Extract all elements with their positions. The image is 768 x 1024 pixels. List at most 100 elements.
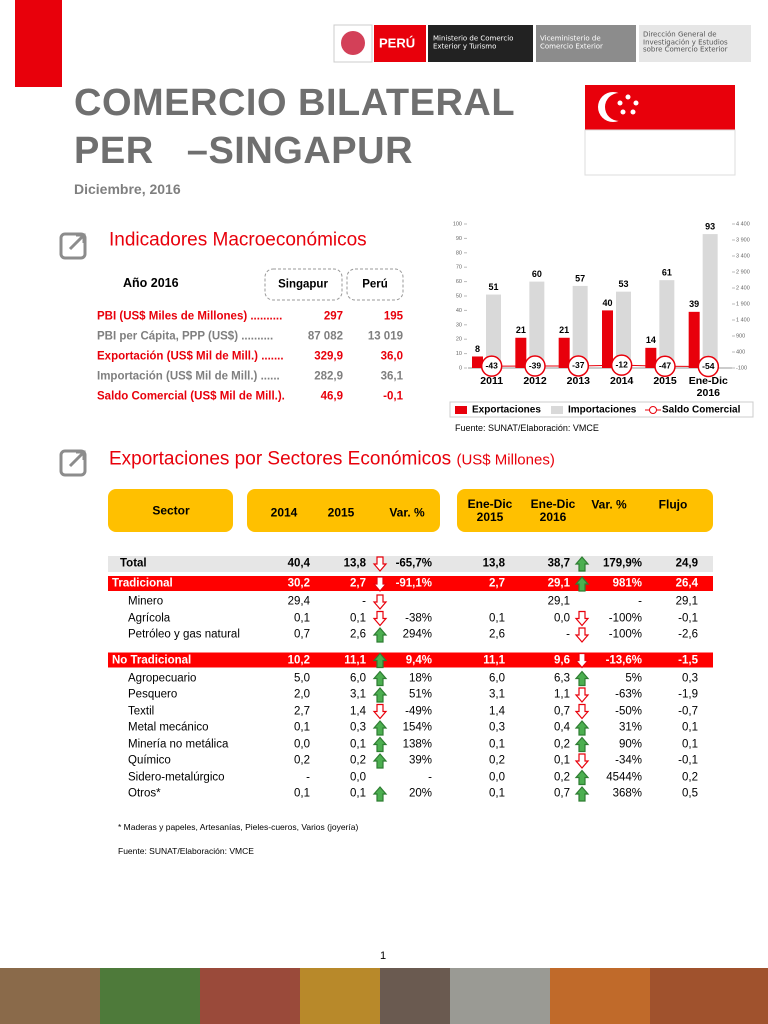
column-box bbox=[264, 268, 343, 301]
cell: 0,2 bbox=[350, 754, 366, 767]
cell: 0,1 bbox=[489, 787, 505, 800]
tick-label: 40 bbox=[456, 308, 462, 314]
cell: -65,7% bbox=[395, 557, 432, 570]
cell: 0,1 bbox=[294, 787, 310, 800]
section-icon bbox=[59, 449, 87, 477]
down-arrow bbox=[372, 610, 388, 627]
row-label: Tradicional bbox=[112, 577, 173, 590]
tick-label: 30 bbox=[456, 322, 462, 328]
cell: 0,3 bbox=[489, 721, 505, 734]
logo-peru bbox=[374, 25, 426, 62]
cell: 0,7 bbox=[294, 628, 310, 641]
cell: 138% bbox=[402, 738, 432, 751]
cell: 0,0 bbox=[489, 771, 505, 784]
row-band bbox=[108, 556, 713, 572]
row-band bbox=[108, 576, 713, 591]
cell: 0,0 bbox=[554, 612, 570, 625]
cell: 46,9 bbox=[320, 390, 343, 403]
bar bbox=[659, 280, 675, 368]
cell: 2,0 bbox=[294, 688, 310, 701]
bar bbox=[572, 285, 588, 368]
logo-text: PERÚ bbox=[379, 35, 416, 51]
column-header: Singapur bbox=[278, 278, 328, 291]
row-label: Químico bbox=[128, 754, 171, 767]
legend-symbol bbox=[551, 406, 563, 414]
title: PER –SINGAPUR bbox=[74, 130, 414, 173]
row-label: Exportación (US$ Mil de Mill.) ....... bbox=[97, 350, 284, 363]
cell: 5,0 bbox=[294, 672, 310, 685]
cell: 0,1 bbox=[682, 721, 698, 734]
cell: 0,3 bbox=[350, 721, 366, 734]
cell: 195 bbox=[383, 310, 403, 323]
down-arrow bbox=[574, 703, 590, 720]
up-arrow bbox=[372, 720, 388, 736]
row-label: PBI (US$ Miles de Millones) .......... bbox=[97, 310, 283, 323]
column-header: Ene-Dic 2016 bbox=[530, 496, 576, 524]
bar bbox=[486, 294, 501, 368]
cell: 10,2 bbox=[287, 654, 310, 667]
cell: 3,1 bbox=[350, 688, 366, 701]
cell: 154% bbox=[402, 721, 432, 734]
cell: 5% bbox=[625, 672, 642, 685]
column-header: Ene-Dic 2015 bbox=[467, 496, 513, 524]
bar bbox=[602, 310, 613, 368]
cell: 51% bbox=[408, 688, 432, 701]
tick-label: 400 bbox=[736, 349, 745, 355]
down-arrow bbox=[574, 610, 590, 627]
cell: 0,1 bbox=[554, 754, 570, 767]
cell: 11,1 bbox=[483, 654, 505, 667]
cell: 0,1 bbox=[350, 612, 366, 625]
bar bbox=[515, 337, 527, 368]
cell: 368% bbox=[612, 787, 642, 800]
cell: -1,5 bbox=[678, 654, 698, 667]
tick-label: 3 400 bbox=[736, 253, 750, 259]
cell: 0,7 bbox=[554, 705, 570, 718]
cell: -1,9 bbox=[678, 688, 698, 701]
down-arrow bbox=[372, 703, 388, 720]
point bbox=[654, 355, 676, 378]
legend-box bbox=[449, 401, 754, 418]
tick-label: 10 bbox=[456, 351, 462, 357]
column-header: Var. % bbox=[591, 497, 627, 512]
data-label: 14 bbox=[646, 335, 656, 345]
cell: 0,1 bbox=[294, 721, 310, 734]
cell: 2,7 bbox=[294, 705, 310, 718]
cell: 0,0 bbox=[294, 738, 310, 751]
cell: -50% bbox=[615, 705, 642, 718]
up-arrow bbox=[372, 627, 388, 643]
logo-direction bbox=[639, 25, 751, 62]
data-label: 60 bbox=[532, 269, 542, 279]
direction-text: Dirección General de Investigación y Est… bbox=[643, 30, 728, 54]
data-label: 8 bbox=[475, 344, 480, 354]
cell: 0,2 bbox=[489, 754, 505, 767]
column-header: Sector bbox=[152, 503, 190, 518]
cell: 1,4 bbox=[350, 705, 366, 718]
cell: - bbox=[566, 628, 570, 641]
cell: 0,1 bbox=[294, 612, 310, 625]
data-label: -12 bbox=[616, 359, 629, 369]
cell: 26,4 bbox=[675, 577, 698, 590]
down-arrow bbox=[372, 594, 388, 610]
header-box bbox=[247, 489, 440, 532]
cell: -38% bbox=[405, 612, 432, 625]
cell: 13,8 bbox=[343, 557, 366, 570]
cell: -63% bbox=[615, 688, 642, 701]
tick-label: 60 bbox=[456, 279, 462, 285]
title: COMERCIO BILATERAL bbox=[74, 82, 516, 125]
cell: 297 bbox=[323, 310, 343, 323]
cell: 4544% bbox=[606, 771, 642, 784]
row-label: Total bbox=[120, 557, 147, 570]
cell: 29,1 bbox=[547, 595, 570, 608]
tick-label: 1 900 bbox=[736, 301, 750, 307]
cell: 0,1 bbox=[350, 787, 366, 800]
cell: 6,3 bbox=[554, 672, 570, 685]
vice-text: Viceministerio de Comercio Exterior bbox=[540, 34, 603, 50]
tick-label: 0 bbox=[459, 365, 462, 371]
cell: -2,6 bbox=[678, 628, 698, 641]
down-arrow bbox=[372, 556, 388, 572]
legend-label: Exportaciones bbox=[472, 405, 541, 416]
row-label: Textil bbox=[128, 705, 155, 718]
cell: 13 019 bbox=[367, 330, 403, 343]
section-title: Exportaciones por Sectores Económicos (U… bbox=[109, 449, 555, 471]
data-label: 57 bbox=[575, 273, 585, 283]
